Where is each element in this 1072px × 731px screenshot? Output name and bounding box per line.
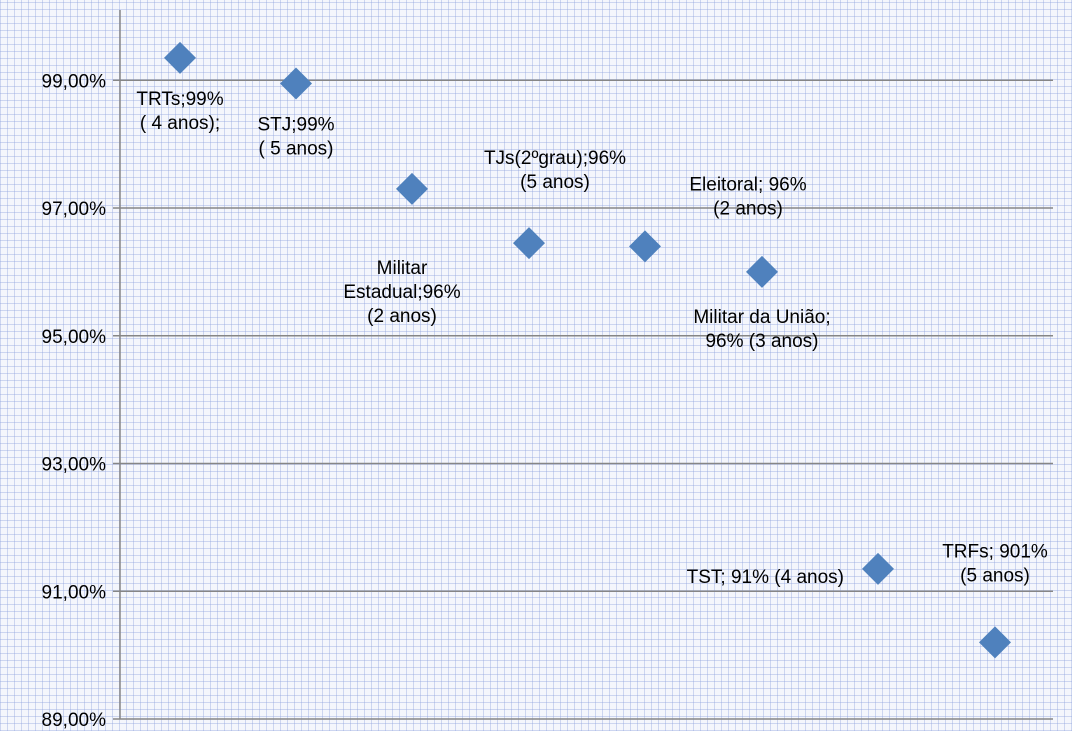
data-label-2-line-2: (2 anos) [367,306,437,327]
y-tick-label-1: 91,00% [42,582,107,603]
data-label-7-line-1: (5 anos) [960,565,1030,586]
data-point-4 [629,230,661,263]
data-label-3-line-0: TJs(2ºgrau);96% [484,148,626,169]
y-tick-label-0: 89,00% [42,710,107,731]
data-label-1-line-0: STJ;99% [257,114,334,135]
data-label-0-line-1: ( 4 anos); [140,113,220,134]
data-label-5-line-1: 96% (3 anos) [705,331,818,352]
y-tick-label-2: 93,00% [42,455,107,476]
data-label-0-line-0: TRTs;99% [136,89,223,110]
y-tick-label-4: 97,00% [42,199,107,220]
data-point-6 [862,552,894,585]
data-label-4: Eleitoral; 96% (2 anos) [689,174,806,219]
data-label-0: TRTs;99% ( 4 anos); [136,89,223,134]
data-point-2 [396,172,428,205]
data-label-2-line-0: Militar [377,258,428,279]
data-label-4-line-0: Eleitoral; 96% [689,174,806,195]
data-label-2-line-1: Estadual;96% [343,282,460,303]
data-point-3 [513,227,545,260]
y-tick-label-5: 99,00% [42,71,107,92]
data-labels: TRTs;99% ( 4 anos); STJ;99% ( 5 anos) Milita… [136,89,1048,588]
y-tick-label-3: 95,00% [42,327,107,348]
data-label-1: STJ;99% ( 5 anos) [257,114,334,159]
data-label-7: TRFs; 901% (5 anos) [942,541,1048,586]
data-label-7-line-0: TRFs; 901% [942,541,1048,562]
data-point-7 [979,626,1011,659]
data-label-5-line-0: Militar da União; [693,307,830,328]
grid-lines [120,79,1053,720]
data-label-3: TJs(2ºgrau);96% (5 anos) [484,148,626,193]
data-label-2: Militar Estadual;96% (2 anos) [343,258,460,327]
data-point-5 [746,255,778,288]
data-label-3-line-1: (5 anos) [520,172,590,193]
data-point-0 [164,41,196,74]
data-label-6-line-0: TST; 91% (4 anos) [687,567,844,588]
data-markers [164,41,1011,659]
data-label-4-line-1: (2 anos) [713,198,783,219]
data-label-1-line-1: ( 5 anos) [259,138,334,159]
data-label-6: TST; 91% (4 anos) [687,567,844,588]
data-label-5: Militar da União; 96% (3 anos) [693,307,830,352]
data-point-1 [280,67,312,100]
y-axis-ticks: 89,00% 91,00% 93,00% 95,00% 97,00% 99,00% [42,71,120,731]
